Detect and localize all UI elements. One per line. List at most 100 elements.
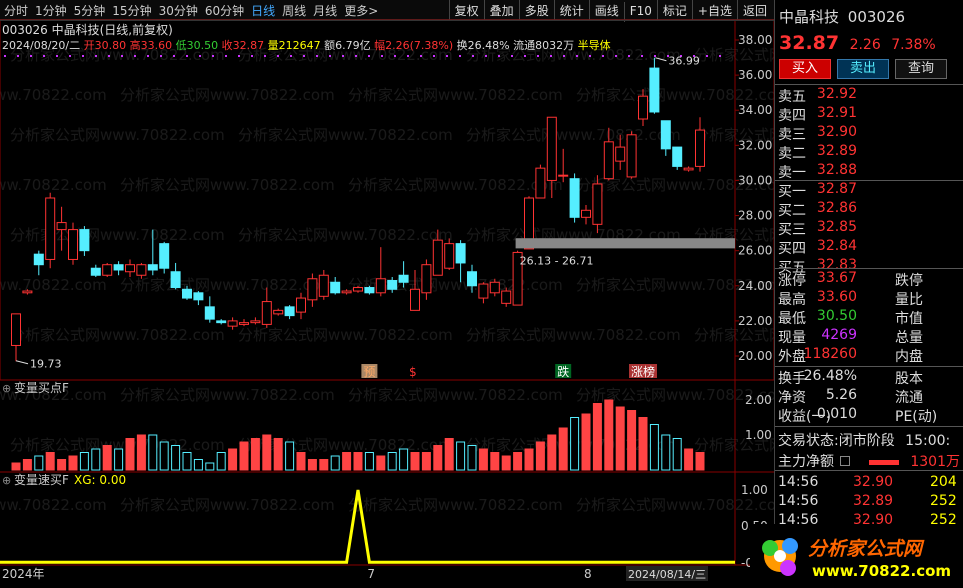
buy-button[interactable]: 买入	[779, 59, 831, 79]
stat-value: 4269	[821, 327, 857, 343]
dot	[30, 55, 32, 57]
watermark: 分析家公式网www.70822.com	[348, 386, 563, 404]
tool-button[interactable]: 复权	[448, 0, 484, 20]
main-flow: 主力净额 1301万	[778, 451, 963, 471]
ohlc-chg-label: 幅	[374, 39, 386, 52]
dot	[524, 55, 526, 57]
timeframe-tab[interactable]: 更多>	[344, 4, 379, 18]
trade-status-label: 交易状态:	[778, 433, 839, 449]
watermark: 分析家公式网www.70822.com	[466, 326, 681, 344]
timeframe-tab[interactable]: 30分钟	[158, 4, 198, 18]
tool-button[interactable]: 返回	[736, 0, 772, 20]
price-tick: 26.00	[738, 244, 772, 258]
timeframe-tab[interactable]: 15分钟	[112, 4, 152, 18]
ind1-bar	[79, 452, 89, 471]
dot	[433, 55, 435, 57]
candle-body	[546, 116, 557, 181]
query-button[interactable]: 查询	[895, 59, 947, 79]
candle-body	[603, 141, 614, 180]
sell-button[interactable]: 卖出	[837, 59, 889, 79]
candle-body	[330, 281, 341, 294]
tool-button[interactable]: 画线	[588, 0, 624, 20]
ind1-bar	[524, 448, 534, 471]
candle-body	[102, 264, 113, 276]
candle-body	[615, 146, 626, 162]
dot	[277, 55, 279, 57]
tick-price: 32.90	[853, 474, 894, 490]
ohlc-amt: 6.79亿	[335, 39, 371, 52]
candle-body	[45, 197, 56, 260]
bid-label: 买三	[778, 222, 806, 238]
quote-panel: 中晶科技 003026 32.87 2.26 7.38% 买入 卖出 查询 卖五…	[774, 0, 963, 588]
dot	[719, 55, 721, 57]
main-flow-value: 1301万	[910, 454, 960, 470]
stat-label: 净资	[778, 390, 806, 406]
watermark: 分析家公式网www.70822.com	[0, 86, 107, 104]
timeframe-tab[interactable]: 5分钟	[73, 4, 106, 18]
ohlc-vol-label: 量	[267, 39, 279, 52]
tool-button[interactable]: 叠加	[483, 0, 519, 20]
timeframe-tab[interactable]: 周线	[282, 4, 307, 18]
dot	[342, 55, 344, 57]
watermark: 分析家公式网www.70822.com	[120, 176, 335, 194]
ind2-tick: 1.00	[741, 483, 768, 497]
tool-button[interactable]: 多股	[518, 0, 554, 20]
dot	[381, 55, 383, 57]
stat-row: 外盘 118260 内盘	[775, 346, 963, 365]
event-marker: 预	[363, 365, 375, 379]
tool-button[interactable]: 统计	[553, 0, 589, 20]
candle-body	[558, 174, 569, 177]
ohlc-amt-label: 额	[324, 39, 336, 52]
sector-tag[interactable]: 半导体	[577, 39, 611, 52]
stat-value: 33.60	[816, 289, 857, 305]
candle-body	[489, 281, 500, 294]
ind1-bar	[148, 434, 158, 471]
stat-value: 30.50	[816, 308, 857, 324]
ohlc-open-label: 开	[83, 39, 95, 52]
price-tick: 38.00	[738, 33, 772, 47]
dot	[420, 55, 422, 57]
candle-body	[318, 274, 329, 297]
timeframe-tab[interactable]: 1分钟	[35, 4, 67, 18]
ohlc-float-label: 流通	[513, 39, 536, 52]
watermark: 分析家公式网www.70822.com	[238, 46, 453, 64]
ind1-bar	[513, 452, 523, 471]
candle-body	[375, 278, 386, 294]
ind1-bar	[239, 441, 249, 471]
tool-button[interactable]: +自选	[691, 0, 737, 20]
chart-title: 003026 中晶科技(日线,前复权)	[2, 23, 173, 37]
bid-price: 32.86	[816, 200, 857, 216]
ind1-bar	[159, 441, 169, 471]
dot	[641, 55, 643, 57]
dot	[329, 55, 331, 57]
tool-button[interactable]: 标记	[656, 0, 692, 20]
ind1-bar	[627, 410, 637, 471]
timeframe-tab[interactable]: 60分钟	[204, 4, 245, 18]
chart-area: 分析家公式网www.70822.com 分析家公式网www.70822.com 分析…	[0, 19, 774, 581]
tool-button[interactable]: F10	[623, 2, 657, 22]
ind1-tick: 2.00	[745, 393, 772, 407]
ind1-bar	[330, 455, 340, 471]
list-icon[interactable]	[840, 456, 851, 466]
ask-label: 卖四	[778, 108, 806, 124]
candle-body	[125, 264, 135, 273]
stat-label: 最高	[778, 292, 806, 308]
timeframe-tab[interactable]: 分时	[4, 4, 29, 18]
ohlc-chg: 2.26(7.38%)	[385, 39, 454, 52]
ask-row: 卖四 32.91	[775, 105, 963, 124]
bid-row: 买三 32.85	[775, 219, 963, 238]
watermark: 分析家公式网www.70822.com	[466, 46, 681, 64]
ind1-bar	[296, 452, 306, 471]
dot	[121, 55, 123, 57]
watermark: 分析家公式网www.70822.com	[0, 496, 107, 514]
timeframe-tab[interactable]: 月线	[313, 4, 338, 18]
candle-body	[672, 146, 683, 167]
watermark: 分析家公式网www.70822.com	[10, 126, 225, 144]
ohlc-close: 32.87	[232, 39, 265, 52]
ind1-bar	[467, 445, 477, 471]
watermark: 分析家公式网www.70822.com	[0, 386, 107, 404]
ind1-bar	[136, 434, 146, 471]
timeframe-tab[interactable]: 日线	[251, 4, 276, 18]
dot	[238, 55, 240, 57]
dot	[511, 55, 513, 57]
